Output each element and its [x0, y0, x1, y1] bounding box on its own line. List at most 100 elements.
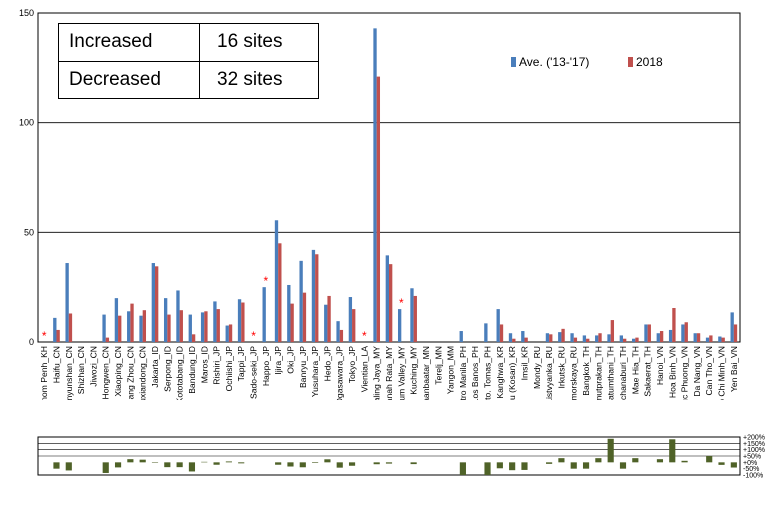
site-label: Jiwozi_CN: [88, 346, 98, 387]
site-label: Petaling Jaya_MY: [372, 346, 382, 400]
bar-avg: [102, 314, 106, 342]
site-label: Yusuhara_JP: [310, 346, 320, 397]
site-label: Imsil_KR: [519, 346, 529, 380]
bar-2018: [733, 324, 738, 342]
site-label: Tokyo_JP: [347, 346, 357, 384]
bar-2018: [290, 303, 294, 342]
bar-avg: [213, 301, 217, 342]
site-label: Zhuxiandong_CN: [138, 346, 148, 400]
bar-avg: [730, 312, 734, 342]
change-bar: [213, 462, 220, 465]
bar-avg: [65, 263, 69, 342]
bar-2018: [549, 334, 553, 342]
bar-2018: [327, 295, 331, 342]
bar-avg: [668, 329, 673, 342]
bar-avg: [176, 290, 180, 342]
bar-2018: [598, 333, 602, 342]
site-label: Jinyunshan_CN: [64, 346, 74, 400]
change-bar: [706, 456, 713, 463]
bar-2018: [512, 338, 516, 342]
site-label: Cuc Phuong_VN: [680, 346, 690, 400]
bar-2018: [561, 328, 565, 342]
change-bar: [459, 462, 466, 475]
change-bar: [410, 462, 417, 465]
site-label: Vientian_LA: [359, 346, 369, 392]
site-label: Patumthani_TH: [606, 346, 616, 400]
bar-avg: [225, 325, 229, 342]
bar-avg: [324, 304, 328, 342]
bar-avg: [496, 309, 500, 342]
bar-avg: [336, 321, 340, 342]
site-label: Serpong_ID: [162, 346, 172, 392]
bar-avg: [274, 220, 279, 342]
change-bar: [151, 462, 159, 463]
change-bar: [188, 462, 196, 472]
site-label: Haifu_CN: [51, 346, 61, 383]
change-bar: [656, 459, 664, 463]
bar-avg: [681, 324, 685, 342]
bar-avg: [558, 332, 562, 342]
site-label: Rishiri_JP: [212, 346, 222, 385]
bar-2018: [610, 320, 615, 342]
bar-avg: [287, 284, 291, 342]
bar-avg: [705, 337, 710, 342]
increased-count: 16 sites: [217, 31, 283, 52]
site-label: Tappi_JP: [236, 346, 246, 382]
site-label: Ho Chi Minh_VN: [717, 346, 727, 400]
change-bar: [669, 439, 676, 463]
bar-avg: [607, 334, 611, 342]
bar-2018: [672, 308, 676, 342]
bar-avg: [693, 333, 697, 342]
legend-label-avg: Ave. ('13-'17): [519, 55, 589, 69]
bar-avg: [151, 263, 155, 342]
change-tick-label: +200%: [743, 435, 765, 442]
bar-avg: [619, 335, 623, 342]
y-tick-label: 100: [19, 118, 34, 128]
site-label: Los Banos_PH: [470, 346, 480, 400]
site-label: Kuching_MY: [409, 346, 419, 395]
missing-data-marker: *: [42, 329, 47, 343]
site-label: Ijira_JP: [273, 346, 283, 375]
bar-2018: [241, 302, 245, 342]
bar-2018: [647, 324, 651, 342]
bar-avg: [545, 333, 550, 342]
site-label: Hoa Binh_VN: [667, 346, 677, 398]
site-label: Bangkok_TH: [581, 346, 591, 396]
missing-data-marker: *: [264, 274, 269, 288]
bar-avg: [570, 333, 574, 342]
change-bar: [718, 462, 725, 465]
site-label: Kanghwa_KR: [495, 346, 505, 399]
bar-2018: [389, 264, 393, 342]
site-label: Bandung_ID: [187, 346, 197, 394]
change-bar: [324, 459, 331, 463]
bar-avg: [188, 314, 192, 342]
change-bar: [582, 462, 590, 469]
site-label: Yangon_MM: [446, 346, 456, 394]
bar-avg: [459, 331, 463, 342]
decreased-label: Decreased: [69, 69, 161, 90]
change-bar: [509, 462, 516, 471]
bar-2018: [659, 331, 664, 342]
site-label: Xiang Zhou_CN: [125, 346, 135, 400]
bar-2018: [302, 292, 307, 342]
site-label: Can Tho_VN: [704, 346, 714, 396]
change-bar: [225, 461, 232, 463]
change-bar: [619, 462, 627, 469]
bar-2018: [413, 295, 417, 342]
change-bar: [348, 462, 356, 466]
change-bar: [287, 462, 294, 467]
change-rate-chart: +200%+150%+100%+50%+0%-50%-100%: [37, 435, 765, 480]
bar-2018: [167, 314, 171, 342]
change-bar: [558, 458, 565, 463]
site-label: Oki_JP: [285, 346, 295, 374]
bar-2018: [573, 337, 578, 342]
bar-avg: [718, 336, 722, 342]
missing-data-marker: *: [362, 329, 367, 343]
bar-2018: [142, 310, 147, 342]
site-label: Happo_JP: [261, 346, 271, 386]
bar-2018: [105, 337, 110, 342]
bar-2018: [709, 335, 713, 342]
change-bar: [730, 462, 737, 468]
site-label: Yen Bai_VN: [729, 346, 739, 392]
bar-2018: [179, 310, 183, 342]
